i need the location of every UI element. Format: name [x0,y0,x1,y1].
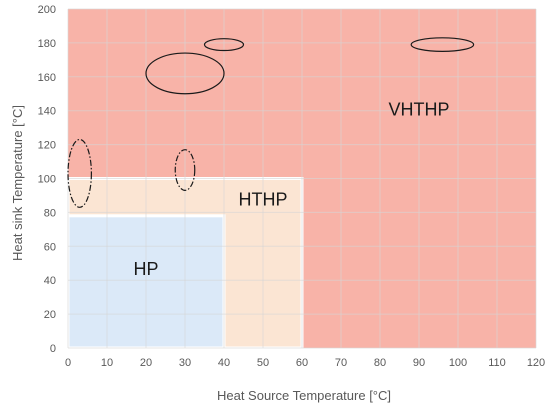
ellipses-layer [67,37,475,208]
x-tick-label: 50 [257,357,269,369]
y-tick-label: 20 [44,309,56,321]
x-tick-label: 120 [527,357,545,369]
y-tick-label: 80 [44,207,56,219]
label-hthp: HTHP [239,189,288,209]
x-tick-label: 110 [488,357,506,369]
gridlines [67,8,537,349]
y-tick-label: 60 [44,241,56,253]
label-hp: HP [133,259,158,279]
x-tick-label: 0 [65,357,71,369]
x-tick-label: 40 [218,357,230,369]
x-axis-title: Heat Source Temperature [°C] [217,388,391,403]
y-axis-title: Heat sink Temperature [°C] [10,105,25,261]
label-vhthp: VHTHP [388,99,449,119]
ellipse-marker [174,149,196,191]
x-tick-label: 60 [296,357,308,369]
x-tick-label: 90 [413,357,425,369]
y-tick-label: 200 [38,4,56,16]
x-tick-label: 30 [179,357,191,369]
y-tick-label: 180 [38,38,56,50]
y-tick-label: 160 [38,72,56,84]
ellipse-marker [203,38,245,52]
y-tick-label: 120 [38,140,56,152]
x-tick-label: 100 [449,357,467,369]
x-tick-label: 20 [140,357,152,369]
y-tick-label: 140 [38,106,56,118]
y-tick-label: 100 [38,174,56,186]
x-tick-label: 80 [374,357,386,369]
region-labels: VHTHP HTHP HP [133,99,449,278]
y-tick-label: 0 [50,343,56,355]
ellipse-marker [145,52,225,95]
ellipse-marker [67,138,92,208]
x-tick-label: 70 [335,357,347,369]
x-axis-ticks: 0 10 20 30 40 50 60 70 80 90 100 110 120 [65,357,545,369]
ellipse-marker [410,37,475,52]
y-tick-label: 40 [44,275,56,287]
y-axis-ticks: 0 20 40 60 80 100 120 140 160 180 200 [38,4,56,355]
x-tick-label: 10 [101,357,113,369]
